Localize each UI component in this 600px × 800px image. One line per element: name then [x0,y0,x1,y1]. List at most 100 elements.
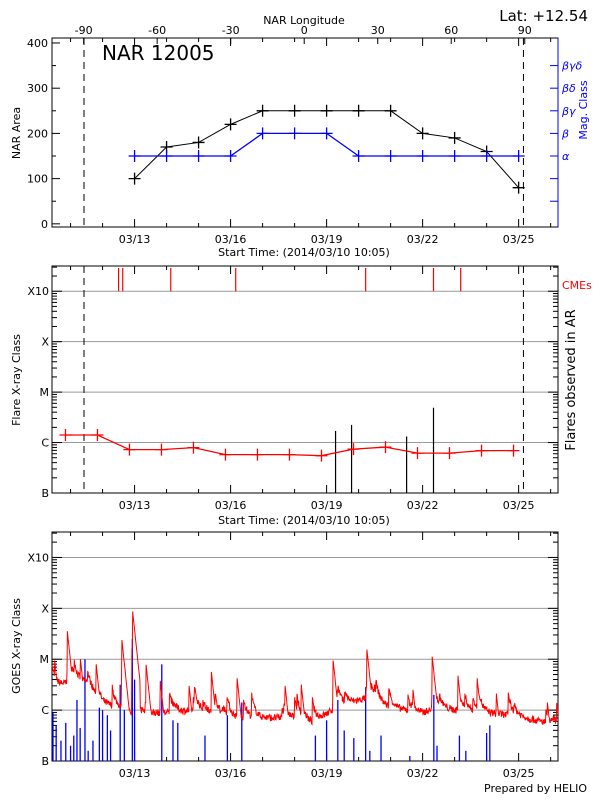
y-tick-label: B [41,487,49,500]
flare-class-point [251,448,264,461]
flare-class-point [347,443,360,456]
longitude-tick-label: 90 [518,24,532,37]
y-tick-label: C [41,704,49,717]
nar-xlabel: Start Time: (2014/03/10 10:05) [218,246,390,259]
nar-area-point [416,127,429,140]
flare-class-point [59,428,72,441]
y-tick-label: X [41,602,49,615]
flare-class-point [219,448,232,461]
x-tick-label: 03/22 [407,767,439,780]
flare-class-point [507,444,520,457]
flare-class-point [379,441,392,454]
x-tick-label: 03/22 [407,499,439,512]
nar-area-point [320,104,333,117]
flare-class-point [475,444,488,457]
x-tick-label: 03/25 [503,767,535,780]
plot-frame [51,531,559,762]
mag-class-point [416,150,429,163]
x-tick-label: 03/25 [503,499,535,512]
mag-class-point [320,127,333,140]
longitude-tick-label: 0 [301,24,308,37]
y-tick-label: M [40,653,50,666]
nar-ylabel: NAR Area [10,107,23,159]
mag-class-point [224,150,237,163]
flares-panel: B C M X X10 03/13 03/16 03/19 03/22 03/25 [27,265,559,512]
x-tick-label: 03/13 [119,767,151,780]
nar-longitude-axis-title: NAR Longitude [263,14,345,27]
nar-area-point [352,104,365,117]
flare-class-point [187,441,200,454]
y-tick-label: X10 [27,285,49,298]
flares-observed-ylabel: Flares observed in AR [564,309,579,450]
y-tick-label: M [40,386,50,399]
nar-title: NAR 12005 [102,41,215,65]
x-tick-label: 03/13 [119,499,151,512]
y-tick-label: C [41,437,49,450]
y-tick-label: 300 [27,82,48,95]
x-tick-label: 03/16 [215,767,247,780]
longitude-tick-label: -60 [148,24,166,37]
goes-ylabel: GOES X-ray Class [10,598,23,694]
mag-class-point [448,150,461,163]
cmes-label: CMEs [562,279,592,292]
x-tick-label: 03/19 [311,499,343,512]
x-tick-label: 03/22 [407,233,439,246]
goes-panel: B C M X X10 03/13 03/16 03/19 03/22 03/25 [27,531,559,780]
longitude-tick-label: 60 [444,24,458,37]
goes-long-channel-line [51,611,559,726]
mag-class-ylabel: Mag. Class [577,80,590,139]
flare-class-point [155,443,168,456]
prepared-by-footer: Prepared by HELIO [484,782,587,795]
mag-class-tick-label: α [562,150,570,163]
nar-area-point [224,118,237,131]
nar-area-point [192,136,205,149]
flare-class-point [411,447,424,460]
mag-class-point [192,150,205,163]
x-tick-label: 03/13 [119,233,151,246]
flare-class-point [91,428,104,441]
mag-class-point [352,150,365,163]
x-tick-label: 03/19 [311,233,343,246]
flare-class-point [315,449,328,462]
nar-area-point [448,131,461,144]
nar-area-point [384,104,397,117]
nar-area-point [128,172,141,185]
mag-class-tick-label: βδ [561,82,576,95]
flares-ylabel: Flare X-ray Class [10,334,23,426]
mag-class-point [256,127,269,140]
y-tick-label: X [41,336,49,349]
flare-class-point [283,448,296,461]
flare-class-point [123,443,136,456]
y-tick-label: 100 [27,173,48,186]
longitude-tick-label: 30 [371,24,385,37]
flare-class-point [443,447,456,460]
x-tick-label: 03/19 [311,767,343,780]
y-tick-label: 200 [27,127,48,140]
y-tick-label: B [41,755,49,768]
nar-area-point [256,104,269,117]
y-tick-label: 0 [41,218,48,231]
mag-class-tick-label: β [561,127,569,140]
mag-class-point [480,150,493,163]
mag-class-point [288,127,301,140]
nar-panel: 03/13 03/16 03/19 03/22 03/250100200300400αβ… [27,24,583,246]
nar-area-point [288,104,301,117]
mag-class-point [128,150,141,163]
y-tick-label: X10 [27,551,49,564]
mag-class-point [160,150,173,163]
latitude-label: Lat: +12.54 [499,7,588,25]
mag-class-point [384,150,397,163]
mag-class-tick-label: βγ [561,105,576,118]
x-tick-label: 03/16 [215,233,247,246]
longitude-tick-label: -30 [222,24,240,37]
x-tick-label: 03/25 [503,233,535,246]
plot-frame [51,265,559,494]
mag-class-tick-label: βγδ [561,60,583,73]
longitude-tick-label: -90 [75,24,93,37]
nar-area-point [512,181,525,194]
x-tick-label: 03/16 [215,499,247,512]
y-tick-label: 400 [27,37,48,50]
mag-class-point [512,150,525,163]
flares-xlabel: Start Time: (2014/03/10 10:05) [218,514,390,527]
